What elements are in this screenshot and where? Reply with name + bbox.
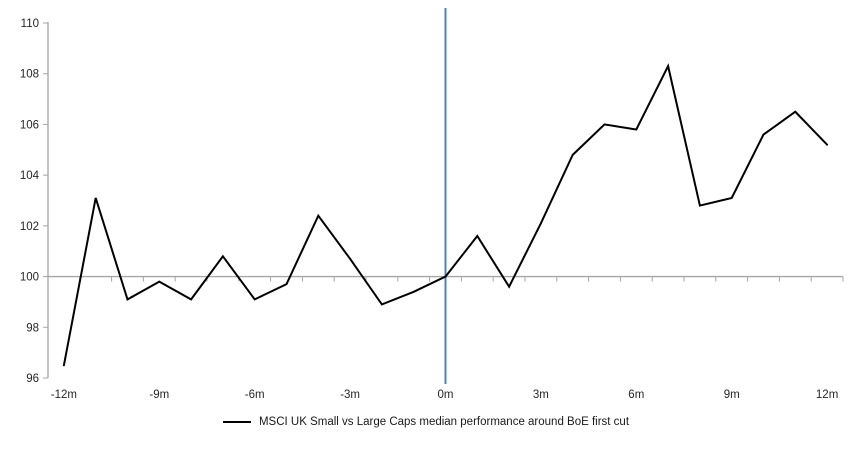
x-tick-label: 0m — [438, 389, 454, 401]
legend-line-swatch — [222, 421, 251, 423]
x-tick-label: -9m — [149, 389, 169, 401]
y-tick-label: 106 — [20, 119, 39, 131]
y-tick-label: 108 — [20, 69, 39, 81]
y-tick-label: 98 — [26, 322, 39, 334]
x-tick-label: 9m — [724, 389, 740, 401]
series-line — [62, 63, 829, 367]
x-tick-label: -12m — [51, 389, 77, 401]
legend-label: MSCI UK Small vs Large Caps median perfo… — [258, 416, 630, 428]
legend: MSCI UK Small vs Large Caps median perfo… — [0, 416, 852, 428]
x-tick-label: 12m — [816, 389, 838, 401]
y-tick-label: 102 — [20, 221, 39, 233]
y-tick-label: 104 — [20, 170, 40, 182]
x-tick-label: -6m — [245, 389, 265, 401]
y-tick-label: 96 — [26, 373, 39, 385]
x-tick-label: 6m — [628, 389, 644, 401]
x-tick-label: -3m — [340, 389, 360, 401]
y-tick-label: 100 — [20, 272, 39, 284]
y-tick-label: 110 — [21, 18, 39, 30]
chart-canvas: 96 98 100 102 104 106 108 110 -12m -9m -6m -3m 0m 3m 6… — [20, 8, 844, 401]
x-tick-label: 3m — [533, 389, 549, 401]
